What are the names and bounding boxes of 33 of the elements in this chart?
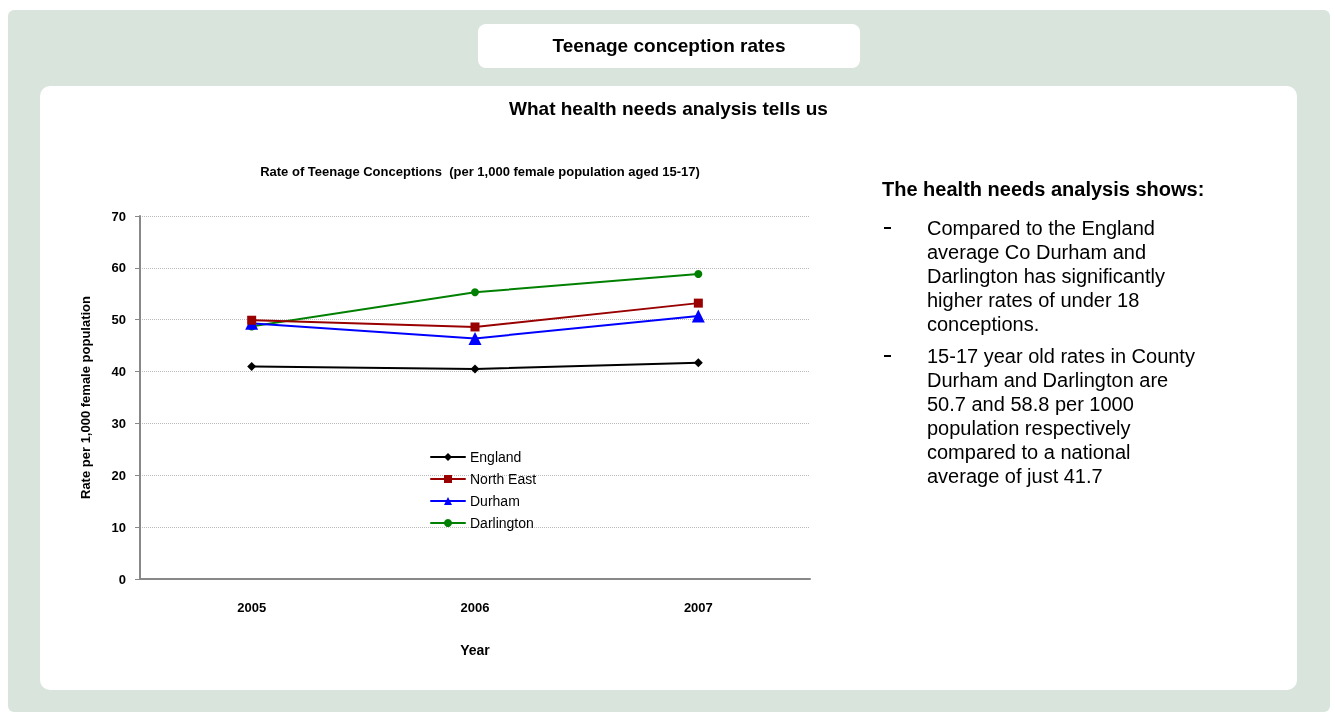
y-tick-label: 40 bbox=[111, 364, 126, 380]
point bbox=[694, 270, 703, 279]
point bbox=[247, 315, 257, 325]
legend-label: Durham bbox=[470, 493, 520, 509]
legend-label: England bbox=[470, 449, 522, 465]
point bbox=[693, 298, 703, 308]
text: 15-17 year old rates in County Durham and Darlington are 50.7 and 58.8 per 1000 population respectively compared to a national average of just 41.7 bbox=[926, 344, 1196, 488]
point bbox=[470, 322, 480, 332]
x-tick-label: 2007 bbox=[683, 600, 713, 615]
legend-label: Darlington bbox=[470, 515, 534, 531]
chart-title: Rate of Teenage Conceptions (per 1,000 female population aged 15-17) bbox=[260, 164, 700, 179]
text: What health needs analysis tells us bbox=[508, 98, 829, 120]
point bbox=[691, 309, 705, 323]
text: Teenage conception rates bbox=[478, 24, 860, 68]
x-tick-label: 2005 bbox=[237, 600, 267, 615]
y-tick-label: 0 bbox=[118, 571, 126, 587]
text: The health needs analysis shows: bbox=[882, 177, 1206, 202]
y-tick-label: 60 bbox=[111, 260, 126, 276]
y-tick-label: 70 bbox=[111, 208, 126, 224]
y-tick-label: 30 bbox=[111, 415, 126, 431]
y-tick-label: 10 bbox=[111, 519, 126, 535]
x-tick-label: 2006 bbox=[460, 600, 490, 615]
y-tick-label: 50 bbox=[111, 312, 126, 328]
point bbox=[693, 358, 703, 368]
x-axis-title: Year bbox=[460, 642, 491, 658]
point bbox=[247, 361, 257, 371]
point bbox=[471, 288, 479, 297]
point bbox=[468, 331, 482, 345]
point bbox=[470, 364, 480, 374]
y-axis-title: Rate per 1,000 female population bbox=[78, 295, 93, 500]
legend-label: North East bbox=[470, 471, 537, 487]
y-tick-label: 20 bbox=[111, 467, 126, 483]
text: Compared to the England average Co Durham and Darlington has significantly higher rates of under 18 conceptions. bbox=[926, 216, 1166, 336]
